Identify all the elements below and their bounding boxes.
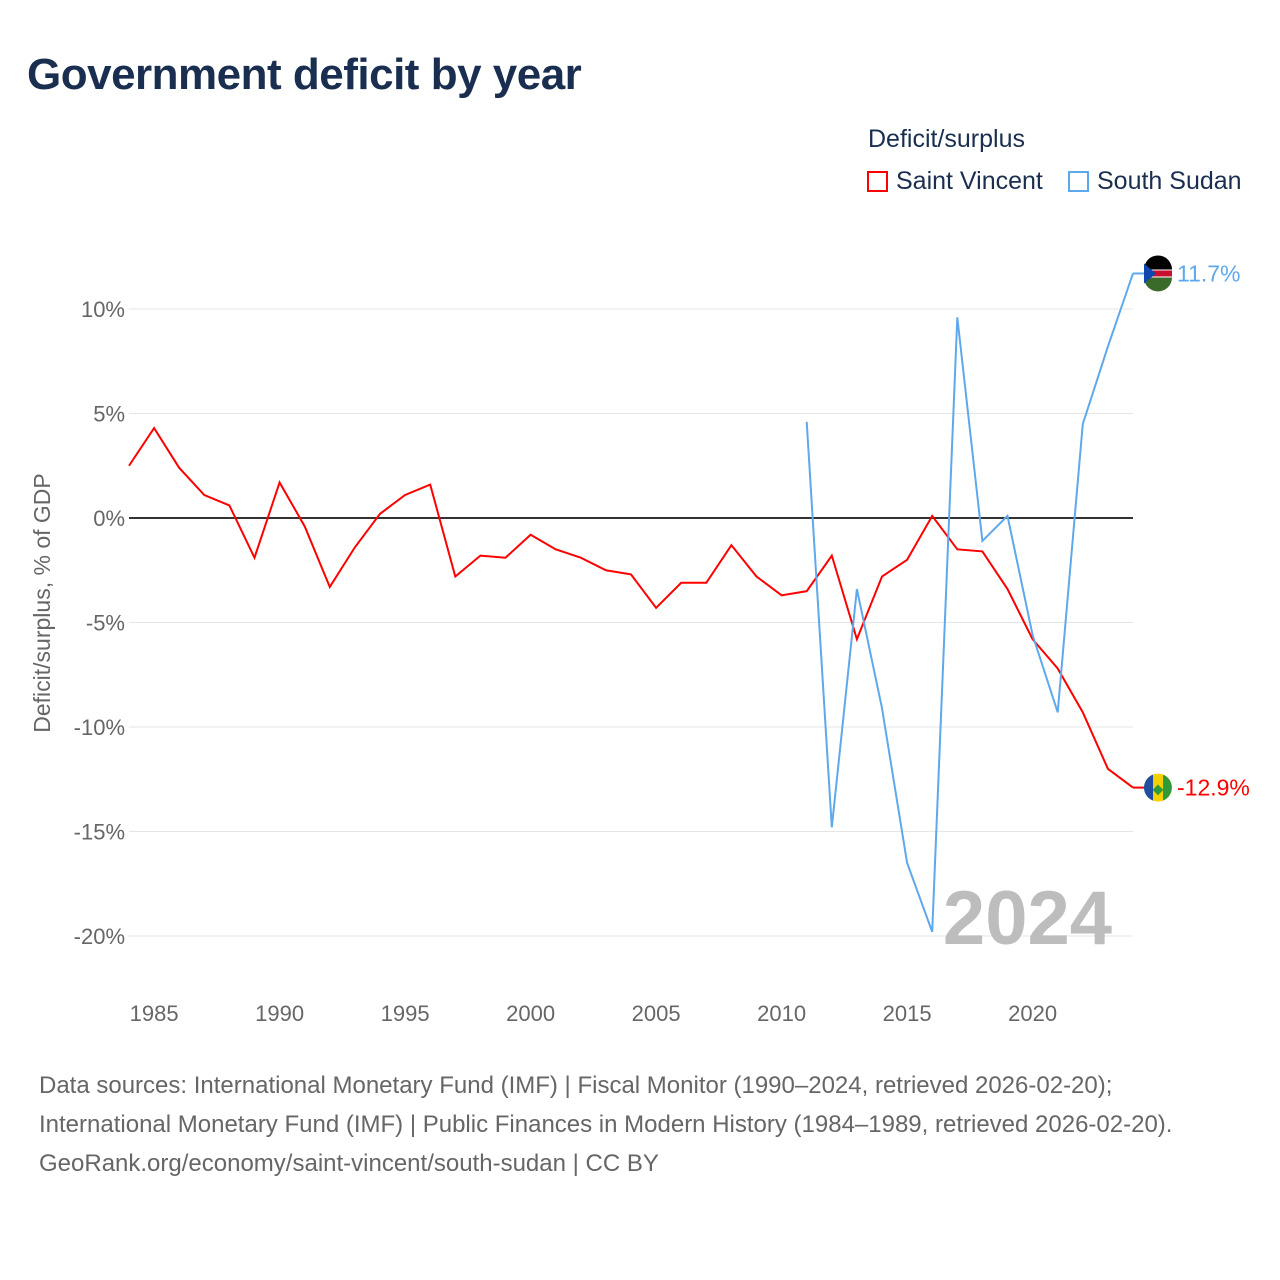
flag-triangle (1144, 263, 1156, 284)
plot-area: 10% 5% 0% -5% -10% -15% -20% 1985 1990 1995 2000 20… (29, 255, 1250, 1026)
source-note: Data sources: International Monetary Fun… (39, 1066, 1239, 1183)
y-tick-label: -15% (74, 820, 125, 845)
legend-label: Saint Vincent (896, 167, 1043, 195)
legend-swatch (867, 171, 888, 192)
y-tick-label: -5% (86, 611, 125, 636)
y-tick-label: 10% (81, 297, 125, 322)
legend-swatch (1068, 171, 1089, 192)
year-label: 2024 (943, 876, 1112, 961)
attribution[interactable]: GeoRank.org/economy/saint-vincent/south-… (39, 1150, 659, 1177)
x-tick-label: 1990 (255, 1001, 304, 1026)
x-tick-label: 2015 (883, 1001, 932, 1026)
x-tick-label: 1995 (381, 1001, 430, 1026)
source-line: Data sources: International Monetary Fun… (39, 1072, 1173, 1138)
y-tick-label: -10% (74, 715, 125, 740)
flag-stripe (1144, 277, 1172, 292)
legend-label: South Sudan (1097, 167, 1242, 195)
flag-stripe (1144, 270, 1172, 277)
flag-diamond: ◆ (1153, 781, 1164, 797)
series-line-saint-vincent (128, 426, 1134, 789)
series-line-south-sudan (805, 273, 1134, 933)
flag-stripe (1163, 774, 1172, 801)
x-tick-label: 2010 (757, 1001, 806, 1026)
flag-stripe (1144, 255, 1172, 270)
y-tick-label: 5% (93, 402, 125, 427)
legend-title: Deficit/surplus (868, 125, 1025, 153)
chart-title: Government deficit by year (27, 50, 582, 99)
x-tick-label: 2005 (632, 1001, 681, 1026)
y-axis-label: Deficit/surplus, % of GDP (29, 473, 55, 732)
x-tick-label: 2020 (1008, 1001, 1057, 1026)
y-tick-label: -20% (74, 924, 125, 949)
y-tick-label: 0% (93, 506, 125, 531)
flag-stripe (1144, 774, 1153, 801)
legend-item-south-sudan[interactable]: South Sudan (1068, 167, 1242, 196)
x-tick-label: 1985 (130, 1001, 179, 1026)
x-tick-label: 2000 (506, 1001, 555, 1026)
end-value-label: -12.9% (1177, 775, 1250, 801)
end-value-label: 11.7% (1177, 260, 1241, 286)
legend-item-saint-vincent[interactable]: Saint Vincent (867, 167, 1043, 196)
